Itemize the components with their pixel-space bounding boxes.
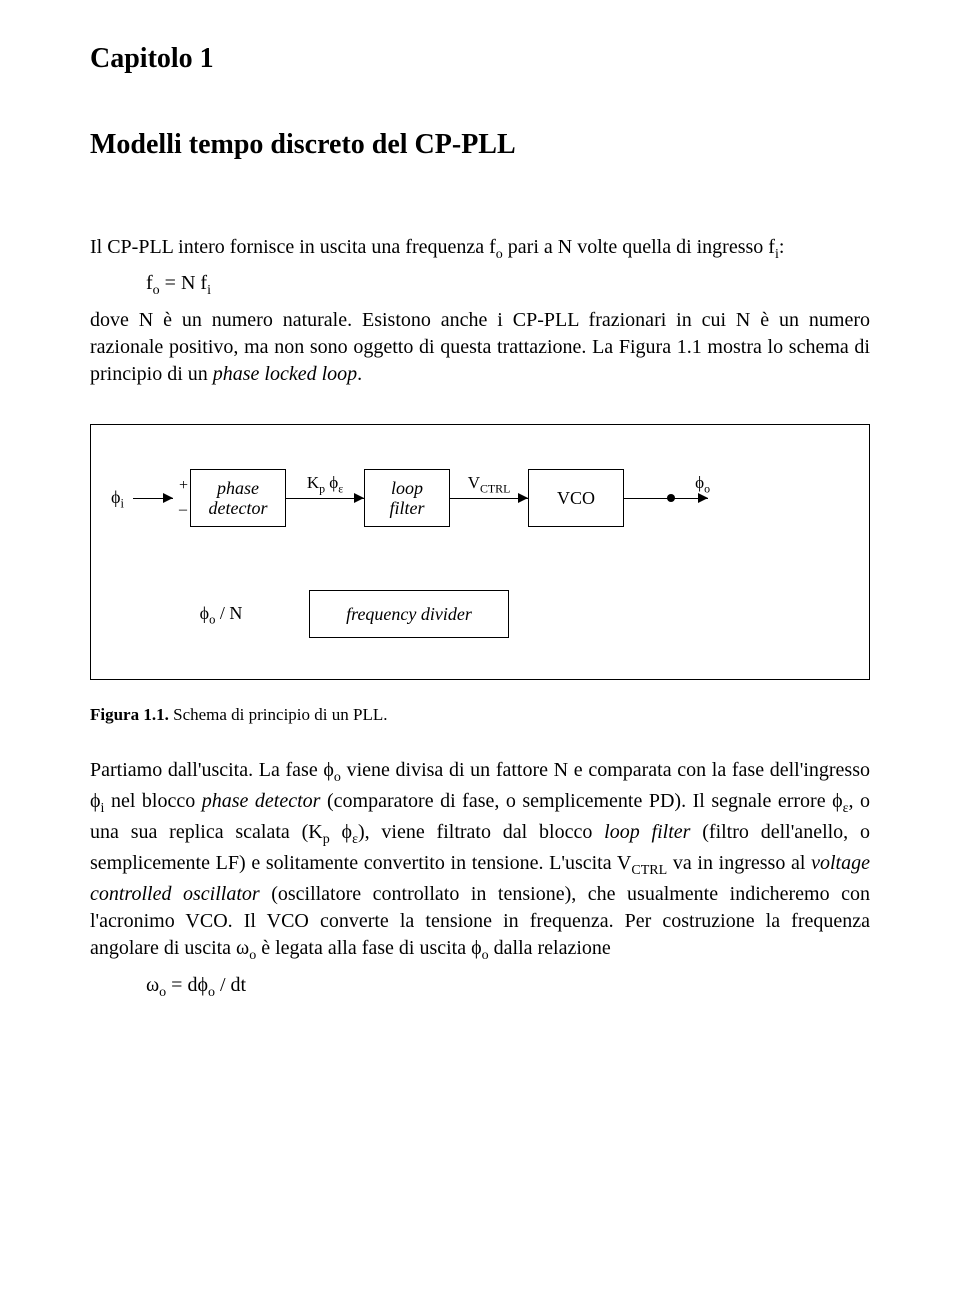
phase-detector-block: phase detector xyxy=(190,469,286,527)
chapter-label: Capitolo 1 xyxy=(90,40,870,78)
text: filter xyxy=(390,498,425,519)
paragraph-3: Partiamo dall'uscita. La fase ϕo viene d… xyxy=(90,757,870,965)
chapter-title: Modelli tempo discreto del CP-PLL xyxy=(90,126,870,164)
text: V xyxy=(468,473,480,492)
text: / dt xyxy=(215,974,246,996)
subscript: o xyxy=(496,247,503,262)
caption-text: Schema di principio di un PLL. xyxy=(169,705,388,724)
text: Il CP-PLL intero fornisce in uscita una … xyxy=(90,236,496,258)
subscript: o xyxy=(704,482,710,496)
text: loop xyxy=(391,478,423,499)
phi-o-label: ϕo xyxy=(695,472,710,496)
paragraph-2: dove N è un numero naturale. Esistono an… xyxy=(90,307,870,388)
text: ϕ xyxy=(325,473,338,492)
subscript: o xyxy=(334,770,341,785)
subscript: p xyxy=(323,832,330,847)
subscript: i xyxy=(120,496,124,510)
text: Partiamo dall'uscita. La fase ϕ xyxy=(90,759,334,781)
text: VCO xyxy=(557,488,595,509)
subscript: o xyxy=(208,985,215,1000)
subscript: i xyxy=(207,283,211,298)
text: ϕ xyxy=(200,603,209,623)
figure-caption: Figura 1.1. Schema di principio di un PL… xyxy=(90,704,870,727)
italic-term: phase detector xyxy=(202,790,321,812)
text: ϕ xyxy=(695,473,704,492)
text: . xyxy=(357,363,362,385)
arrow-kp: Kp ϕε xyxy=(286,453,364,543)
text: ), viene filtrato dal blocco xyxy=(358,821,604,843)
phi-o-over-n-label: ϕo / N xyxy=(173,601,269,629)
text: dove N è un numero naturale. Esistono an… xyxy=(90,309,870,385)
vco-block: VCO xyxy=(528,469,624,527)
text: nel blocco xyxy=(104,790,201,812)
text: pari a N volte quella di ingresso f xyxy=(503,236,775,258)
italic-term: loop filter xyxy=(604,821,690,843)
text: K xyxy=(307,473,319,492)
text: : xyxy=(779,236,785,258)
diagram-row-feedback: ϕo / N frequency divider xyxy=(111,569,849,659)
text: va in ingresso al xyxy=(667,852,811,874)
vctrl-label: VCTRL xyxy=(468,472,511,496)
summing-signs: + – xyxy=(179,478,188,518)
diagram-row-forward: ϕi + – phase detector Kp ϕε loop filter xyxy=(111,453,849,543)
subscript: ε xyxy=(338,482,343,496)
text: phase xyxy=(217,478,259,499)
kp-label: Kp ϕε xyxy=(307,472,343,496)
text: detector xyxy=(209,498,268,519)
subscript: CTRL xyxy=(631,863,667,878)
arrow-in xyxy=(133,453,173,543)
equation-1: fo = N fi xyxy=(146,270,870,301)
text: dalla relazione xyxy=(489,937,611,959)
text: frequency divider xyxy=(346,604,472,625)
frequency-divider-block: frequency divider xyxy=(309,590,509,638)
text: ϕ xyxy=(330,821,352,843)
text: / N xyxy=(215,603,242,623)
equation-2: ωo = dϕo / dt xyxy=(146,972,870,1003)
subscript: CTRL xyxy=(480,482,510,496)
phi-i-label: ϕi xyxy=(111,485,133,513)
text: è legata alla fase di uscita ϕ xyxy=(256,937,481,959)
caption-number: Figura 1.1. xyxy=(90,705,169,724)
minus-sign: – xyxy=(179,502,188,518)
arrow-vctrl: VCTRL xyxy=(450,453,528,543)
text: (comparatore di fase, o semplicemente PD… xyxy=(320,790,842,812)
subscript: o xyxy=(153,283,160,298)
text: ω xyxy=(146,974,159,996)
text: = dϕ xyxy=(166,974,208,996)
paragraph-1: Il CP-PLL intero fornisce in uscita una … xyxy=(90,234,870,265)
subscript: o xyxy=(482,948,489,963)
block-diagram: ϕi + – phase detector Kp ϕε loop filter xyxy=(90,424,870,680)
text: f xyxy=(146,272,153,294)
loop-filter-block: loop filter xyxy=(364,469,450,527)
text: = N f xyxy=(160,272,207,294)
arrow-out: ϕo xyxy=(624,453,708,543)
plus-sign: + xyxy=(179,478,188,494)
italic-term: phase locked loop xyxy=(213,363,357,385)
